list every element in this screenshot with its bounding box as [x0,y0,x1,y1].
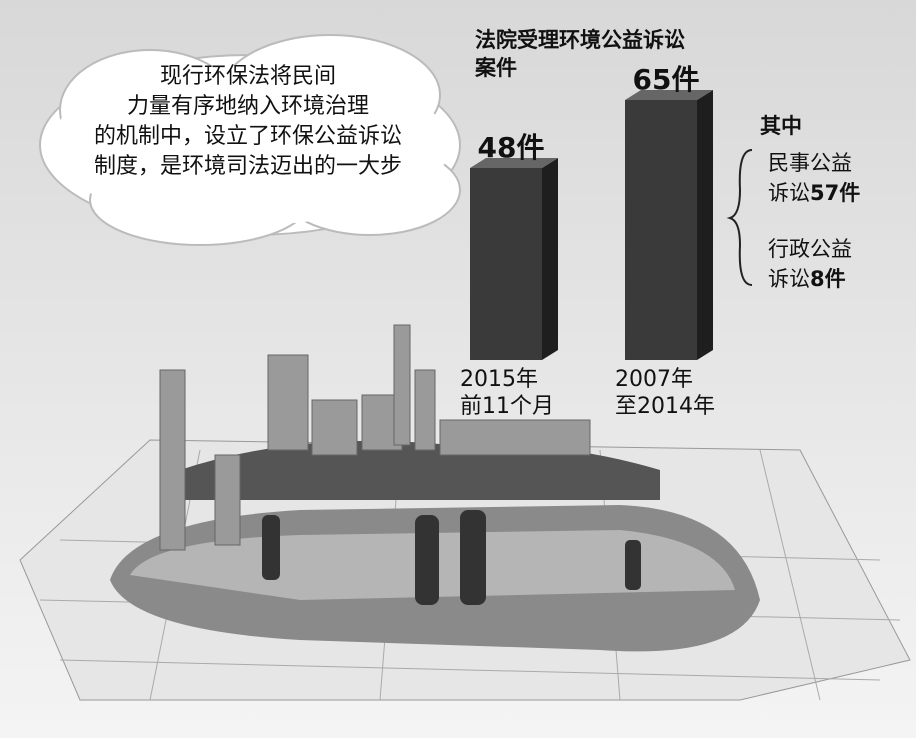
chart-title: 法院受理环境公益诉讼案件 [475,28,685,80]
bar-side [697,90,713,360]
trees [180,440,660,500]
x-tick-label: 2015年 前11个月 [460,367,554,419]
people [262,510,641,605]
value-label: 65件 [632,63,700,96]
bar-side [542,158,558,360]
bar-top [625,90,713,100]
brace-line [726,149,753,286]
factory [159,324,591,551]
bar [470,168,542,360]
value-label: 48件 [477,131,545,164]
bar [625,100,697,360]
annotation: 现行环保法将民间 力量有序地纳入环境治理 的机制中，设立了环保公益诉讼 制度，是… [93,64,402,179]
breakdown-title: 其中 [760,114,802,138]
breakdown-value: 8件 [810,267,846,291]
bar-top [470,158,558,168]
breakdown-value: 57件 [810,181,861,205]
breakdown-name: 民事公益 诉讼 [768,151,852,205]
cloud-fill [50,65,450,225]
breakdown-name: 行政公益 诉讼 [768,237,852,291]
x-tick-label: 2007年 至2014年 [615,367,715,419]
